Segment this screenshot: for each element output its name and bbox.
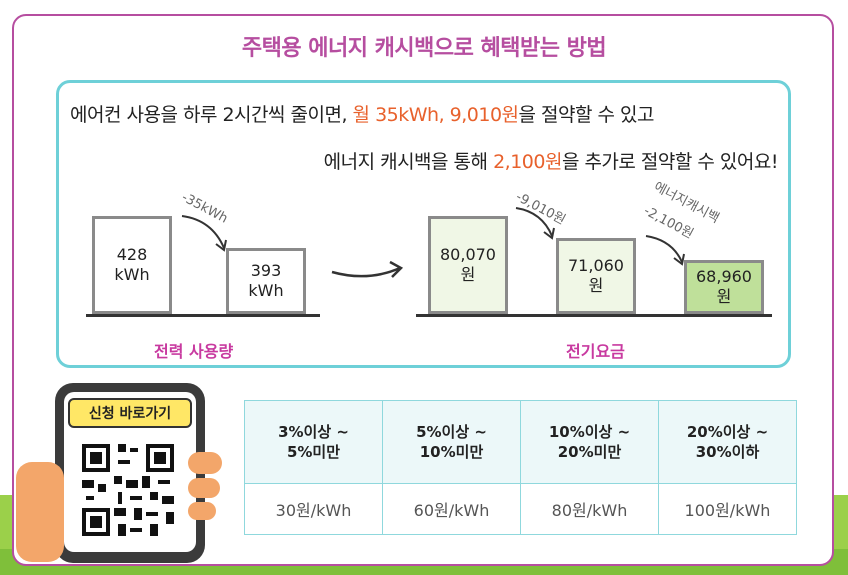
bill-label: 전기요금 bbox=[566, 342, 625, 361]
rate-header-top: 5%이상 ~ bbox=[416, 422, 487, 441]
usage-before-unit: kWh bbox=[114, 265, 150, 284]
rate-header-cell: 5%이상 ~ 10%미만 bbox=[382, 400, 521, 484]
rate-header-bottom: 10%미만 bbox=[419, 443, 484, 461]
usage-arrow-icon bbox=[181, 215, 227, 252]
line2-highlight: 2,100원 bbox=[493, 151, 562, 173]
bill-reduced-unit: 원 bbox=[588, 276, 604, 295]
rate-value-row: 30원/kWh 60원/kWh 80원/kWh 100원/kWh bbox=[244, 483, 797, 535]
usage-baseline bbox=[86, 314, 320, 317]
rate-header-top: 10%이상 ~ bbox=[548, 422, 631, 441]
usage-after-unit: kWh bbox=[248, 281, 284, 300]
line2-prefix: 에너지 캐시백을 통해 bbox=[323, 151, 494, 173]
bill-arrow1-icon bbox=[515, 207, 555, 240]
qr-code-icon[interactable] bbox=[78, 440, 178, 540]
bill-baseline bbox=[416, 314, 772, 317]
rate-value-cell: 100원/kWh bbox=[658, 483, 797, 535]
page-title: 주택용 에너지 캐시백으로 혜택받는 방법 bbox=[241, 36, 607, 61]
bill-final-box: 68,960 원 bbox=[684, 260, 764, 314]
rate-header-cell: 10%이상 ~ 20%미만 bbox=[520, 400, 659, 484]
rate-value-cell: 30원/kWh bbox=[244, 483, 383, 535]
right-arrow-icon bbox=[331, 260, 404, 278]
line2-suffix: 을 추가로 절약할 수 있어요! bbox=[561, 151, 779, 173]
rate-header-bottom: 30%이하 bbox=[695, 443, 760, 461]
usage-before-box: 428 kWh bbox=[92, 216, 172, 314]
summary-line-1: 에어컨 사용을 하루 2시간씩 줄이면, 월 35kWh, 9,010원을 절약… bbox=[70, 100, 655, 127]
hand-finger-1 bbox=[188, 452, 222, 474]
usage-after-value: 393 bbox=[250, 261, 282, 280]
bill-reduced-box: 71,060 원 bbox=[556, 238, 636, 314]
bill-final-unit: 원 bbox=[716, 287, 732, 306]
bill-original-unit: 원 bbox=[460, 265, 476, 284]
usage-label: 전력 사용량 bbox=[154, 342, 234, 361]
rate-header-cell: 20%이상 ~ 30%이하 bbox=[658, 400, 797, 484]
bill-original-value: 80,070 bbox=[440, 245, 496, 264]
hand-finger-3 bbox=[188, 502, 216, 520]
rate-header-top: 3%이상 ~ bbox=[278, 422, 349, 441]
rate-value-cell: 80원/kWh bbox=[520, 483, 659, 535]
hand-finger-2 bbox=[188, 478, 220, 498]
rate-value-cell: 60원/kWh bbox=[382, 483, 521, 535]
bill-arrow2-icon bbox=[645, 235, 685, 266]
usage-after-box: 393 kWh bbox=[226, 248, 306, 314]
apply-shortcut-button[interactable]: 신청 바로가기 bbox=[68, 398, 192, 428]
line1-highlight: 월 35kWh, 9,010원 bbox=[352, 104, 519, 126]
bill-original-box: 80,070 원 bbox=[428, 216, 508, 314]
info-panel bbox=[56, 80, 791, 368]
rate-header-cell: 3%이상 ~ 5%미만 bbox=[244, 400, 383, 484]
usage-before-value: 428 bbox=[116, 245, 148, 264]
rate-header-top: 20%이상 ~ bbox=[686, 422, 769, 441]
rate-header-bottom: 5%미만 bbox=[286, 443, 341, 461]
line1-prefix: 에어컨 사용을 하루 2시간씩 줄이면, bbox=[70, 104, 353, 126]
rate-header-bottom: 20%미만 bbox=[557, 443, 622, 461]
hand-palm bbox=[16, 462, 64, 562]
summary-line-2: 에너지 캐시백을 통해 2,100원을 추가로 절약할 수 있어요! bbox=[323, 147, 779, 174]
rate-header-row: 3%이상 ~ 5%미만 5%이상 ~ 10%미만 10%이상 ~ 20%미만 20%이… bbox=[244, 400, 797, 484]
cashback-rate-table: 3%이상 ~ 5%미만 5%이상 ~ 10%미만 10%이상 ~ 20%미만 20%이… bbox=[244, 400, 797, 535]
bill-reduced-value: 71,060 bbox=[568, 256, 624, 275]
bill-final-value: 68,960 bbox=[696, 267, 752, 286]
line1-suffix: 을 절약할 수 있고 bbox=[518, 104, 655, 126]
